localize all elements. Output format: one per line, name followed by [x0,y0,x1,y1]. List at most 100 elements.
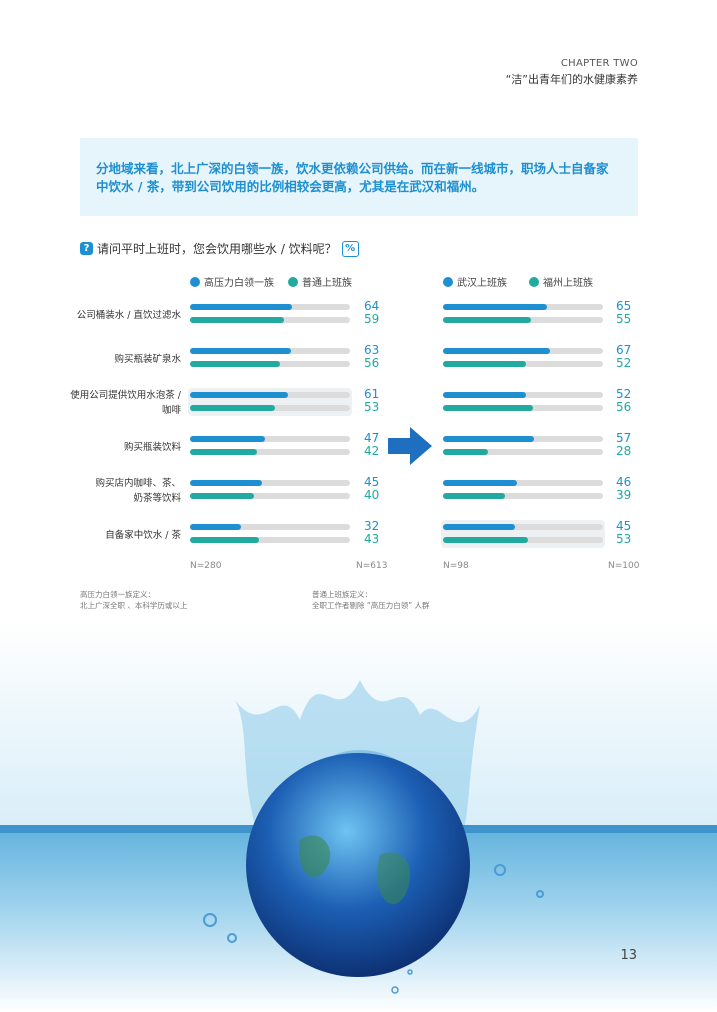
bar [190,449,258,455]
bar-track [443,480,603,486]
legend-dot-teal-icon [288,276,298,287]
bar [190,348,291,354]
bar [443,348,551,354]
bar [190,537,259,543]
data-label: 53 [616,532,632,546]
bar [190,480,262,486]
legend-label: 福州上班族 [543,278,593,289]
bar-track [443,449,603,455]
data-label: 53 [364,400,380,414]
data-label: 46 [616,475,632,489]
legend-right: 武汉上班族 福州上班族 [443,274,607,289]
summary-text: 分地域来看，北上广深的白领一族，饮水更依赖公司供给。而在新一线城市，职场人士自备… [96,161,609,194]
data-label: 32 [364,519,380,533]
bar [190,493,254,499]
bar [190,361,280,367]
legend-dot-teal-icon [529,276,539,287]
category-label: 自备家中饮水 / 茶 [61,528,181,543]
data-label: 56 [616,400,632,414]
page-number: 13 [620,948,637,963]
bar [443,317,531,323]
bar-track [190,537,350,543]
category-label: 购买瓶装饮料 [61,440,181,455]
definition-title: 普通上班族定义： [312,590,372,599]
category-label: 公司桶装水 / 直饮过滤水 [61,308,181,323]
bar [190,524,242,530]
data-label: 28 [616,444,632,458]
chapter-subtitle: “洁”出青年们的水健康素养 [505,73,638,86]
legend-dot-blue-icon [443,276,453,287]
category-label-line: 奶茶等饮料 [133,493,181,504]
category-label: 购买店内咖啡、茶、奶茶等饮料 [61,476,181,506]
bar-track [190,436,350,442]
bar-track [443,537,603,543]
definition-title: 高压力白领一族定义： [80,590,155,599]
sample-size-label: N=280 [190,561,222,571]
data-label: 65 [616,299,632,313]
bar [443,537,528,543]
data-label: 52 [616,387,632,401]
bar-track [190,480,350,486]
data-label: 61 [364,387,380,401]
data-label: 64 [364,299,380,313]
bar-track [443,348,603,354]
definition-regular: 普通上班族定义： 全职工作者剔除 “高压力白领” 人群 [312,589,430,611]
right-arrow-icon [388,427,432,465]
category-label: 使用公司提供饮用水泡茶 / 咖啡 [61,388,181,418]
chapter-label: CHAPTER TWO [560,58,638,69]
category-label: 购买瓶装矿泉水 [61,352,181,367]
question-icon: ? [80,242,93,255]
category-label-line: 咖啡 [161,405,181,416]
category-label-line: 购买店内咖啡、茶、 [95,478,181,489]
bar-track [443,304,603,310]
bar-track [190,524,350,530]
question-line: ? 请问平时上班时，您会饮用哪些水 / 饮料呢？ % [80,240,359,257]
legend-item-high-pressure: 高压力白领一族 [190,274,274,289]
bar-track [190,304,350,310]
category-label-line: 购买瓶装饮料 [123,441,181,453]
sample-size-label: N=98 [443,561,469,571]
bar [190,436,266,442]
data-label: 45 [364,475,380,489]
sample-size-label: N=613 [356,561,388,571]
bar-track [190,493,350,499]
data-label: 57 [616,431,632,445]
bar [443,449,488,455]
legend-left: 高压力白领一族 普通上班族 [190,274,366,289]
bar-track [443,361,603,367]
legend-label: 高压力白领一族 [204,278,274,289]
data-label: 67 [616,343,632,357]
water-splash-image [0,620,717,1012]
bar [443,493,506,499]
data-label: 55 [616,312,632,326]
percent-badge-icon: % [341,240,359,257]
bar-track [190,392,350,398]
definition-text: 北上广深全职 、本科学历或以上 [80,601,188,610]
category-label-line: 购买瓶装矿泉水 [114,353,181,365]
legend-dot-blue-icon [190,276,200,287]
bar-track [443,436,603,442]
bar-track [190,405,350,411]
bar [443,304,547,310]
bar-track [190,361,350,367]
bar-track [443,405,603,411]
bar [443,405,533,411]
bar-track [190,317,350,323]
chapter-header: CHAPTER TWO “洁”出青年们的水健康素养 [506,58,638,87]
bar [443,480,517,486]
category-label-line: 自备家中饮水 / 茶 [105,529,181,541]
bar-track [443,493,603,499]
question-text: 请问平时上班时，您会饮用哪些水 / 饮料呢？ [97,242,337,256]
data-label: 52 [616,356,632,370]
bar [443,361,527,367]
data-label: 47 [364,431,380,445]
data-label: 59 [364,312,380,326]
legend-label: 武汉上班族 [457,278,507,289]
bar [443,392,527,398]
data-label: 42 [364,444,380,458]
bar-track [190,449,350,455]
definition-text: 全职工作者剔除 “高压力白领” 人群 [312,601,430,610]
bar [190,317,285,323]
definition-high-pressure: 高压力白领一族定义： 北上广深全职 、本科学历或以上 [80,589,187,611]
bar [190,392,288,398]
